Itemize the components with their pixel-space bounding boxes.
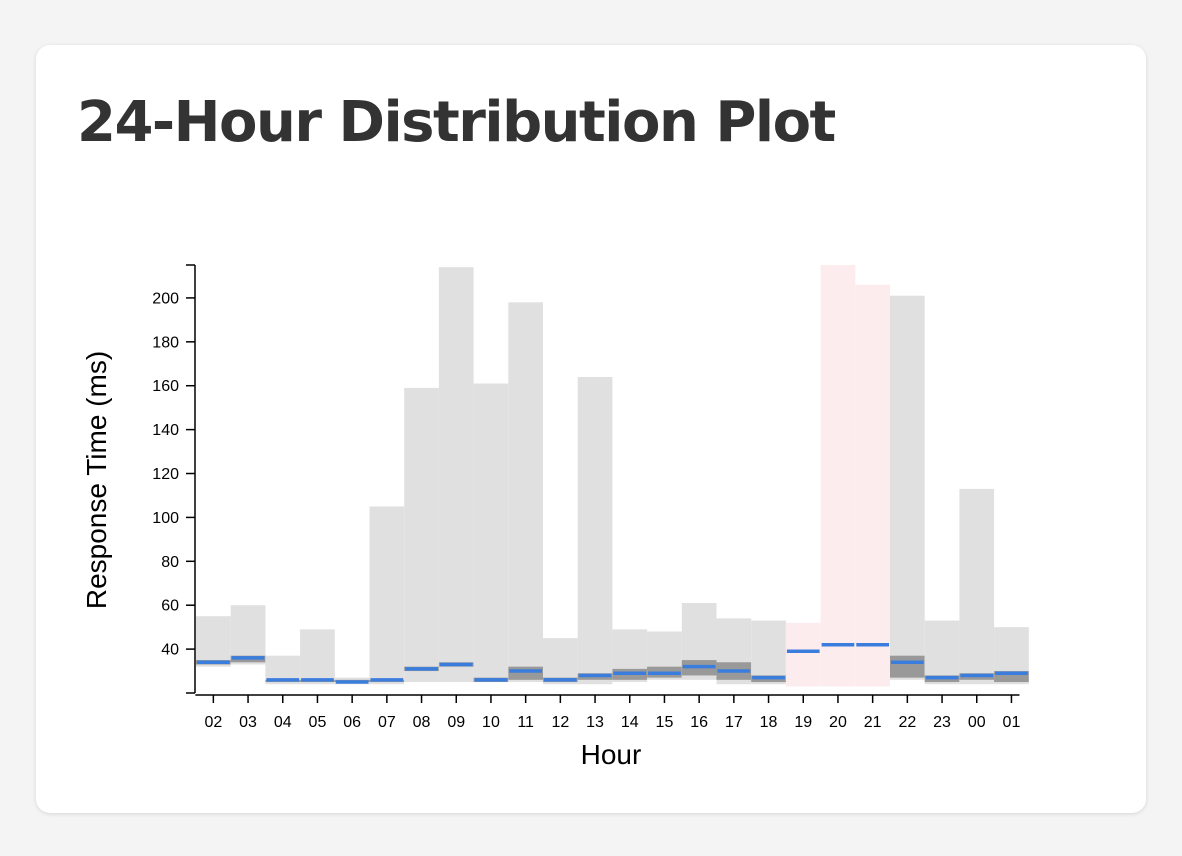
x-tick-11: 11: [517, 695, 534, 731]
x-tick-label: 03: [239, 714, 257, 731]
y-tick-label: 200: [152, 290, 179, 307]
y-tick-120: 120: [152, 466, 195, 483]
x-tick-13: 13: [586, 695, 604, 731]
x-tick-08: 08: [413, 695, 431, 731]
range-bar-03: [230, 605, 266, 665]
x-tick-label: 21: [864, 714, 882, 731]
x-tick-23: 23: [933, 695, 951, 731]
iqr-bar-11: [508, 666, 543, 680]
page-title: 24-Hour Distribution Plot: [77, 90, 836, 155]
range-bar-22: [890, 295, 925, 680]
x-tick-label: 22: [898, 714, 916, 731]
x-tick-19: 19: [794, 695, 812, 731]
x-tick-12: 12: [551, 695, 569, 731]
x-tick-14: 14: [621, 695, 639, 731]
y-tick-label: 40: [161, 642, 179, 659]
range-bar-18: [751, 620, 786, 685]
y-tick-100: 100: [152, 510, 195, 527]
x-tick-03: 03: [239, 695, 257, 731]
x-tick-label: 14: [621, 714, 639, 731]
x-tick-label: 20: [829, 714, 847, 731]
x-tick-04: 04: [274, 695, 292, 731]
x-tick-00: 00: [968, 695, 986, 731]
x-tick-07: 07: [378, 695, 396, 731]
x-tick-02: 02: [204, 695, 222, 731]
y-tick-40: 40: [161, 642, 195, 659]
range-bar-10: [473, 383, 509, 683]
plot-area: [196, 265, 1029, 687]
x-tick-label: 13: [586, 714, 604, 731]
y-tick-label: 100: [152, 510, 179, 527]
x-tick-17: 17: [725, 695, 743, 731]
y-tick-60: 60: [161, 598, 195, 615]
y-tick-label: 80: [161, 554, 179, 571]
x-axis-label: Hour: [581, 739, 642, 770]
x-tick-label: 11: [517, 714, 534, 731]
iqr-bar-22: [890, 655, 925, 678]
iqr-bar-01: [994, 671, 1029, 683]
range-bar-08: [404, 387, 439, 683]
x-tick-label: 08: [413, 714, 431, 731]
x-tick-label: 12: [551, 714, 569, 731]
y-tick-160: 160: [152, 378, 195, 395]
x-tick-label: 17: [725, 714, 743, 731]
range-bar-13: [577, 376, 613, 685]
x-tick-label: 19: [794, 714, 812, 731]
x-tick-label: 09: [447, 714, 465, 731]
y-axis: 40 60 80 100 120 140 160 180 200: [152, 264, 196, 694]
x-tick-label: 07: [378, 714, 396, 731]
x-tick-10: 10: [482, 695, 500, 731]
x-tick-label: 18: [760, 714, 778, 731]
range-bar-21: [855, 284, 890, 687]
range-bar-00: [959, 488, 995, 685]
x-tick-09: 09: [447, 695, 465, 731]
range-bar-02: [196, 616, 231, 667]
x-tick-06: 06: [343, 695, 361, 731]
range-bar-11: [508, 302, 543, 683]
x-tick-label: 05: [309, 714, 327, 731]
y-tick-180: 180: [152, 334, 195, 351]
x-tick-label: 16: [690, 714, 708, 731]
range-bar-07: [369, 506, 405, 685]
y-tick-label: 120: [152, 466, 179, 483]
range-bar-05: [300, 629, 335, 685]
x-tick-label: 02: [204, 714, 222, 731]
y-tick-label: 160: [152, 378, 179, 395]
range-bar-20: [820, 265, 856, 687]
range-bar-12: [543, 638, 578, 685]
x-tick-22: 22: [898, 695, 916, 731]
y-tick-140: 140: [152, 422, 195, 439]
y-tick-label: 140: [152, 422, 179, 439]
x-tick-01: 01: [1003, 695, 1021, 731]
chart-card: 24-Hour Distribution Plot: [36, 45, 1146, 813]
y-axis-label: Response Time (ms): [81, 351, 112, 609]
x-tick-15: 15: [656, 695, 674, 731]
x-tick-label: 23: [933, 714, 951, 731]
x-tick-label: 10: [482, 714, 500, 731]
x-tick-05: 05: [309, 695, 327, 731]
x-tick-label: 15: [656, 714, 674, 731]
range-bar-19: [785, 622, 821, 687]
x-tick-16: 16: [690, 695, 708, 731]
x-tick-18: 18: [760, 695, 778, 731]
x-axis: 02 03 04 05 06 07 08 09 10 11 12 13 14 15 16 17 18 19 20 21…: [195, 694, 1021, 731]
y-tick-200: 200: [152, 290, 195, 307]
y-tick-label: 180: [152, 334, 179, 351]
y-tick-80: 80: [161, 554, 195, 571]
x-tick-label: 04: [274, 714, 292, 731]
range-bar-09: [438, 267, 474, 683]
x-tick-20: 20: [829, 695, 847, 731]
x-tick-label: 01: [1003, 714, 1021, 731]
x-tick-label: 00: [968, 714, 986, 731]
x-tick-21: 21: [864, 695, 882, 731]
range-bar-23: [924, 620, 960, 685]
x-tick-label: 06: [343, 714, 361, 731]
y-tick-label: 60: [161, 598, 179, 615]
